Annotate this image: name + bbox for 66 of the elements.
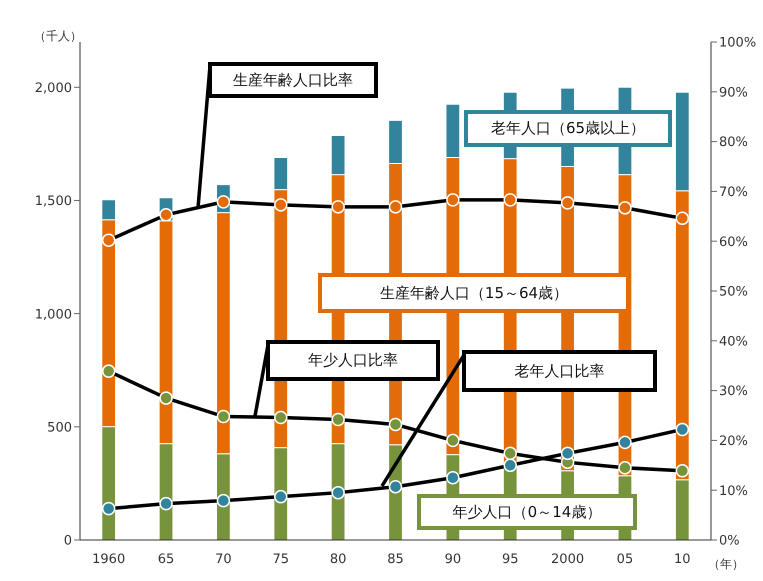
x-axis-title: （年） bbox=[708, 556, 744, 573]
point bbox=[618, 436, 632, 450]
x-tick-label: 05 bbox=[616, 552, 634, 568]
point bbox=[446, 193, 460, 207]
x-tick-label: 1960 bbox=[92, 552, 126, 568]
x-tick-label: 90 bbox=[444, 552, 462, 568]
point bbox=[676, 464, 690, 478]
point bbox=[446, 471, 460, 484]
point bbox=[560, 196, 574, 210]
point bbox=[216, 410, 230, 424]
y-axis-title: （千人） bbox=[34, 28, 82, 45]
y2-tick-label: 30% bbox=[719, 384, 748, 400]
point bbox=[388, 200, 402, 214]
callout-box: 老年人口（65歳以上） bbox=[464, 110, 672, 147]
point bbox=[676, 422, 690, 436]
callout-box: 年少人口比率 bbox=[266, 340, 440, 381]
point bbox=[503, 446, 517, 460]
point bbox=[274, 490, 288, 504]
y-tick-label: 500 bbox=[47, 420, 72, 436]
y-tick-label: 0 bbox=[64, 534, 72, 549]
callout-box: 年少人口（0～14歳） bbox=[417, 494, 637, 530]
point bbox=[159, 496, 173, 510]
point bbox=[618, 461, 632, 475]
point bbox=[446, 434, 460, 448]
y2-tick-label: 70% bbox=[719, 185, 748, 200]
point bbox=[618, 201, 632, 215]
y2-tick-label: 20% bbox=[719, 434, 748, 450]
y2-tick-label: 60% bbox=[719, 234, 748, 250]
y2-tick-label: 80% bbox=[719, 135, 748, 150]
y2-tick-label: 10% bbox=[719, 484, 748, 499]
point bbox=[159, 208, 173, 222]
x-tick-label: 2000 bbox=[551, 552, 584, 568]
point bbox=[159, 391, 173, 405]
y2-tick-label: 100% bbox=[719, 36, 756, 51]
point bbox=[331, 200, 345, 214]
x-tick-label: 75 bbox=[272, 552, 290, 568]
x-tick-label: 70 bbox=[215, 552, 232, 568]
point bbox=[331, 486, 345, 500]
y-tick-label: 2,000 bbox=[34, 80, 72, 96]
x-tick-label: 95 bbox=[502, 552, 518, 568]
point bbox=[331, 412, 345, 426]
point bbox=[503, 458, 517, 472]
callout-box: 生産年齢人口比率 bbox=[208, 62, 378, 98]
x-tick-label: 65 bbox=[158, 552, 174, 568]
point bbox=[274, 198, 288, 212]
y2-tick-label: 50% bbox=[719, 284, 748, 300]
point bbox=[388, 480, 402, 494]
y2-tick-label: 90% bbox=[719, 85, 748, 100]
point bbox=[216, 494, 230, 508]
point bbox=[676, 212, 690, 226]
x-tick-label: 10 bbox=[674, 552, 691, 568]
y2-tick-label: 0% bbox=[719, 534, 740, 549]
x-tick-label: 80 bbox=[330, 552, 346, 568]
point bbox=[216, 195, 230, 209]
point bbox=[560, 446, 574, 460]
y2-tick-label: 40% bbox=[719, 334, 748, 350]
point bbox=[102, 364, 116, 378]
point bbox=[102, 233, 116, 247]
x-tick-label: 85 bbox=[387, 552, 404, 568]
point bbox=[102, 502, 116, 516]
y-tick-label: 1,500 bbox=[34, 194, 72, 210]
y-tick-label: 1,000 bbox=[34, 307, 72, 322]
callout-box: 老年人口比率 bbox=[462, 350, 657, 392]
point bbox=[388, 418, 402, 432]
point bbox=[503, 193, 517, 207]
point bbox=[274, 410, 288, 424]
